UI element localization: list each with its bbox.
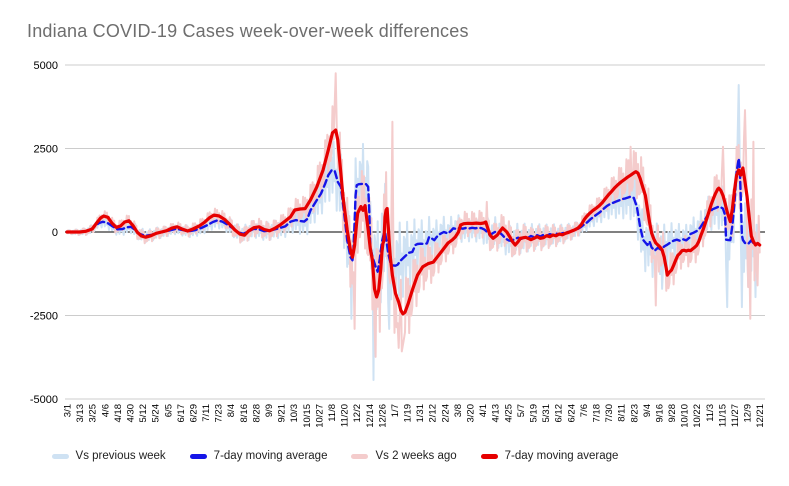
x-tick-label: 11/8 [327,404,338,422]
x-tick-label: 7/23 [214,404,225,423]
x-tick-label: 12/14 [365,404,376,428]
x-tick-label: 6/12 [554,404,565,423]
series-2-weeks-7day-ma [65,128,762,316]
legend-label: 7-day moving average [504,450,619,462]
legend-item-vs-2-weeks-ago[interactable]: Vs 2 weeks ago [351,450,457,462]
legend-swatch-red [480,453,498,459]
x-tick-label: 8/11 [617,404,628,422]
x-tick-label: 6/29 [188,404,199,423]
legend-swatch-blue [189,453,207,459]
x-tick-label: 3/1 [63,404,74,417]
legend-swatch-pink [351,453,369,459]
y-tick-label: 5000 [34,60,58,72]
legend-label: 7-day moving average [213,450,328,462]
x-tick-label: 11/20 [340,404,351,427]
x-tick-label: 5/31 [541,404,552,423]
x-tick-label: 12/2 [352,404,363,423]
legend-item-7day-moving-average-red[interactable]: 7-day moving average [480,450,619,462]
y-tick-label: -2500 [30,311,58,323]
x-tick-label: 1/19 [403,404,414,423]
x-tick-label: 1/7 [390,404,401,417]
x-tick-label: 4/6 [100,404,111,417]
x-tick-label: 7/11 [201,404,212,422]
x-tick-label: 6/24 [566,404,577,423]
x-tick-label: 9/28 [667,404,678,423]
x-tick-label: 9/21 [277,404,288,423]
x-tick-label: 11/15 [717,404,728,427]
y-tick-label: -5000 [30,394,58,406]
x-tick-label: 12/26 [377,404,388,428]
x-tick-label: 10/15 [302,404,313,428]
legend-label: Vs 2 weeks ago [375,450,457,462]
x-tick-label: 10/3 [289,404,300,423]
legend-label: Vs previous week [75,450,166,462]
x-tick-label: 6/17 [176,404,187,423]
x-tick-label: 7/30 [604,404,615,423]
x-tick-label: 3/13 [75,404,86,423]
x-tick-label: 12/21 [755,404,766,428]
x-tick-label: 5/7 [516,404,527,417]
x-tick-label: 3/20 [466,404,477,423]
x-tick-label: 4/1 [478,404,489,417]
chart-legend: Vs previous week 7-day moving average Vs… [0,446,670,466]
x-tick-label: 4/30 [125,404,136,423]
x-tick-label: 8/28 [251,404,262,423]
x-tick-label: 3/8 [453,404,464,417]
x-tick-label: 9/16 [654,404,665,423]
x-tick-label: 9/4 [642,404,653,417]
x-tick-label: 8/23 [629,404,640,423]
x-tick-label: 11/3 [705,404,716,422]
legend-swatch-light-blue [51,453,69,459]
x-tick-label: 10/10 [680,404,691,428]
y-tick-label: 0 [52,227,58,239]
x-tick-label: 7/18 [591,404,602,423]
x-tick-label: 11/27 [730,404,741,427]
x-tick-label: 4/25 [503,404,514,423]
y-tick-label: 2500 [34,144,58,156]
x-tick-label: 2/12 [428,404,439,423]
legend-item-7day-moving-average-blue[interactable]: 7-day moving average [189,450,328,462]
x-tick-label: 6/5 [163,404,174,417]
x-tick-label: 4/18 [113,404,124,423]
x-tick-label: 8/4 [226,404,237,417]
x-tick-label: 7/6 [579,404,590,417]
legend-item-vs-previous-week[interactable]: Vs previous week [51,450,166,462]
x-tick-label: 10/22 [692,404,703,428]
x-tick-label: 10/27 [314,404,325,428]
x-tick-label: 5/24 [151,404,162,423]
x-tick-label: 5/12 [138,404,149,423]
x-tick-label: 3/25 [88,404,99,423]
x-tick-label: 9/9 [264,404,275,417]
series-vs-2-weeks-ago [66,72,761,358]
x-tick-label: 1/31 [415,404,426,423]
x-tick-label: 4/13 [491,404,502,423]
x-tick-label: 8/16 [239,404,250,423]
chart-title: Indiana COVID-19 Cases week-over-week di… [27,21,469,41]
x-tick-label: 12/9 [743,404,754,423]
x-tick-label: 5/19 [528,404,539,423]
x-tick-label: 2/24 [440,404,451,423]
